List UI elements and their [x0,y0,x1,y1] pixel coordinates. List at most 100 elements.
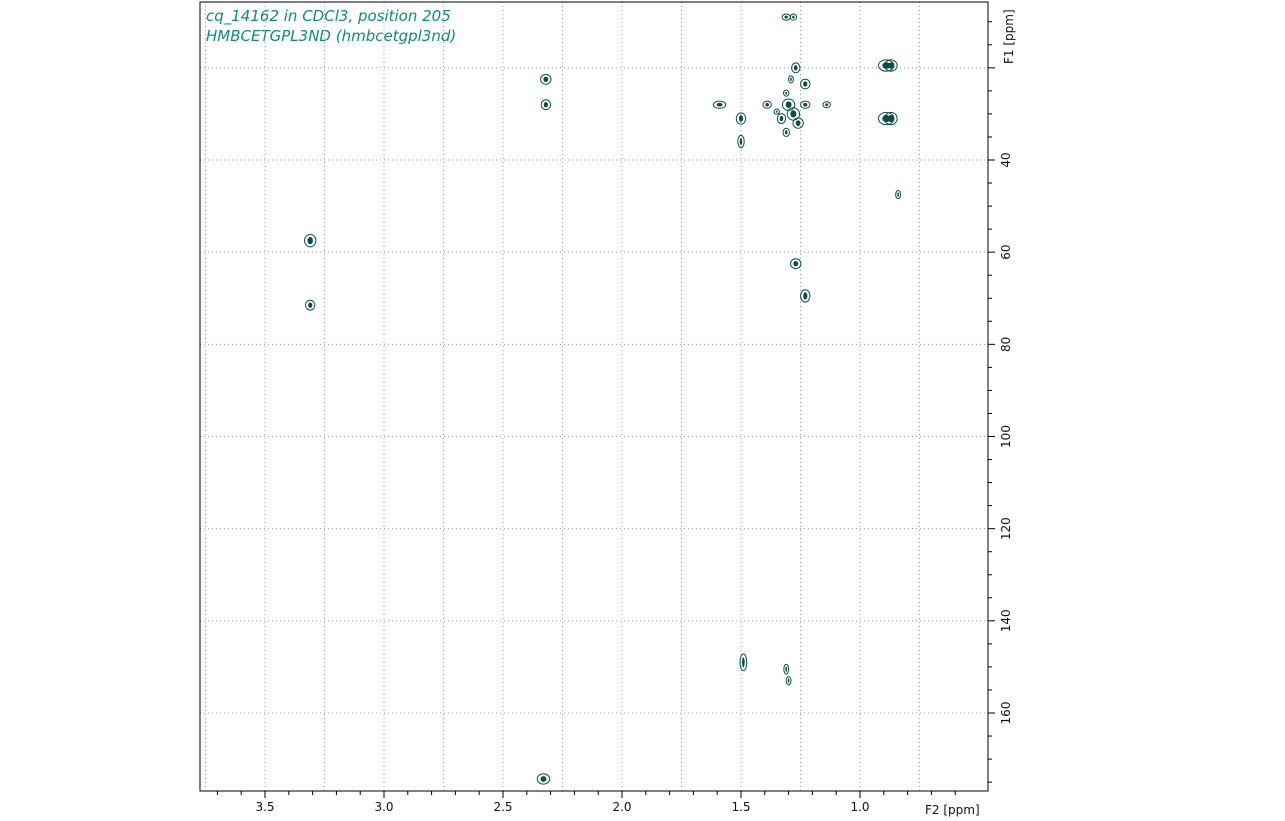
peak-contour-core [779,115,784,122]
cross-peak [792,117,804,129]
peak-contour-outer [790,258,802,270]
peak-contour-core [803,81,808,87]
spectrum-title-line-2: HMBCETGPL3ND (hmbcetgpl3nd) [206,27,457,45]
peak-contour-core [793,65,798,71]
x-axis: 3.5 3.0 2.5 2.0 1.5 1.0 [216,791,956,814]
cross-peak [712,100,727,109]
contour-peaks [304,13,901,785]
cross-peak [540,99,552,111]
cross-peak [783,89,790,97]
cross-peak [737,134,745,149]
peak-contour-outer [895,189,901,200]
peak-contour-outer [304,233,317,248]
cross-peak [783,663,790,675]
peak-contour-core [887,114,894,123]
peak-contour-outer [822,101,831,109]
y-tick-label: 140 [999,609,1013,632]
peak-contour-core [882,114,891,123]
cross-peak [781,98,796,111]
cross-peak [800,100,811,109]
x-tick-label: 2.0 [612,800,631,814]
x-tick-label: 2.5 [493,800,512,814]
peak-contour-core [803,292,808,300]
peak-contour-core [897,192,899,197]
peak-contour-outer [737,134,745,149]
peak-contour-outer [800,100,811,109]
peak-contour-core [308,302,313,308]
cross-peak [884,111,898,126]
spectrum-title-line-1: cq_14162 in CDCl3, position 205 [206,7,451,25]
cross-peak [735,112,747,125]
x-tick-label: 1.5 [731,800,750,814]
peak-contour-core [785,91,788,95]
peak-contour-outer [305,299,316,311]
peak-contour-core [738,115,744,122]
cross-peak [536,773,551,785]
peak-contour-core [882,62,891,69]
peak-contour-outer [782,127,790,137]
y-tick-label: 160 [999,702,1013,725]
peak-contour-core [739,137,743,146]
peak-contour-core [765,102,769,107]
peak-contour-core [790,77,792,82]
grid-lines [200,2,988,791]
peak-contour-core [785,666,788,672]
peak-contour-outer [785,676,792,686]
cross-peak [773,108,780,115]
peak-contour-core [785,101,792,108]
peak-contour-outer [739,653,748,672]
plot-frame [199,1,989,792]
peak-contour-core [790,110,797,118]
peak-contour-outer [540,99,552,111]
y-tick-label: 80 [999,337,1013,352]
y-tick-label: 120 [999,517,1013,540]
peak-contour-outer [783,89,790,97]
peak-contour-outer [776,113,787,124]
x-tick-label: 3.0 [374,800,393,814]
peak-contour-outer [800,78,811,90]
peak-contour-outer [536,773,551,785]
y-tick-label: 40 [999,152,1013,167]
peak-contour-core [540,776,547,782]
cross-peak [781,13,791,21]
peak-contour-outer [800,289,811,303]
peak-contour-core [803,102,808,107]
peak-contour-outer [791,62,801,74]
cross-peak [788,75,794,84]
peak-contour-core [785,130,788,135]
peak-contour-core [784,15,789,19]
peak-contour-outer [792,117,804,129]
peak-contour-core [716,102,723,107]
x-axis-label: F2 [ppm] [925,803,980,817]
peak-contour-outer [735,112,747,125]
cross-peak [895,189,901,200]
peak-contour-outer [712,100,727,109]
y-axis: 40 60 80 100 120 140 160 [988,21,1013,783]
cross-peak [785,676,792,686]
peak-contour-outer [762,100,772,109]
peak-contour-core [825,103,829,107]
peak-contour-core [793,260,799,267]
y-tick-label: 100 [999,425,1013,448]
peak-contour-core [887,62,894,69]
cross-peak [304,233,317,248]
peak-contour-outer [783,663,790,675]
cross-peak [791,62,801,74]
cross-peak [789,13,798,21]
cross-peak [790,258,802,270]
peak-contour-outer [789,13,798,21]
peak-contour-core [307,237,313,245]
cross-peak [800,78,811,90]
peak-contour-core [775,110,778,113]
x-tick-label: 3.5 [255,800,274,814]
peak-contour-core [787,678,790,683]
peak-contour-core [543,101,548,108]
peak-contour-core [795,120,801,127]
cross-peak [800,289,811,303]
cross-peak [305,299,316,311]
x-tick-label: 1.0 [850,800,869,814]
cross-peak [776,113,787,124]
cross-peak [782,127,790,137]
peak-contour-outer [773,108,780,115]
cross-peak [822,101,831,109]
